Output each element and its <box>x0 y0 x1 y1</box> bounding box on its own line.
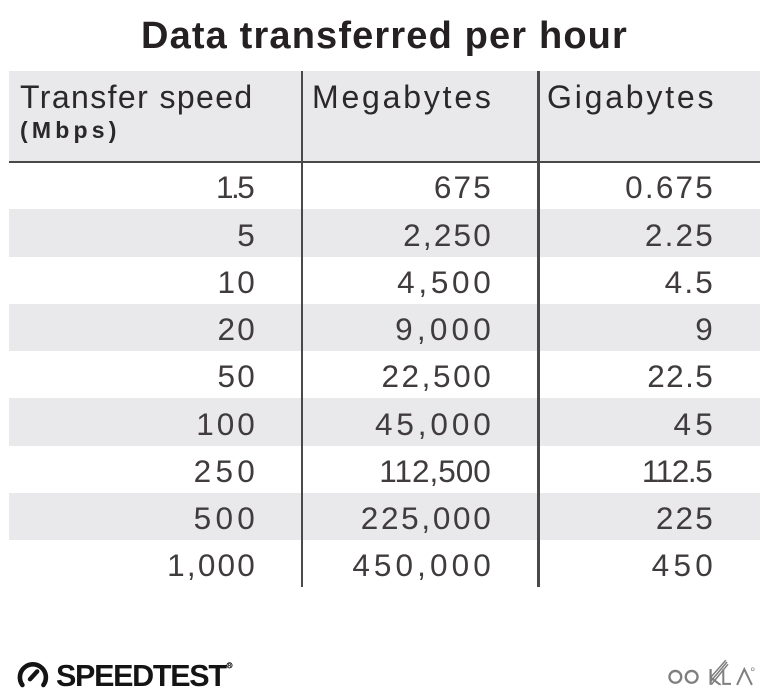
svg-text:SPEEDTEST: SPEEDTEST <box>56 659 227 693</box>
